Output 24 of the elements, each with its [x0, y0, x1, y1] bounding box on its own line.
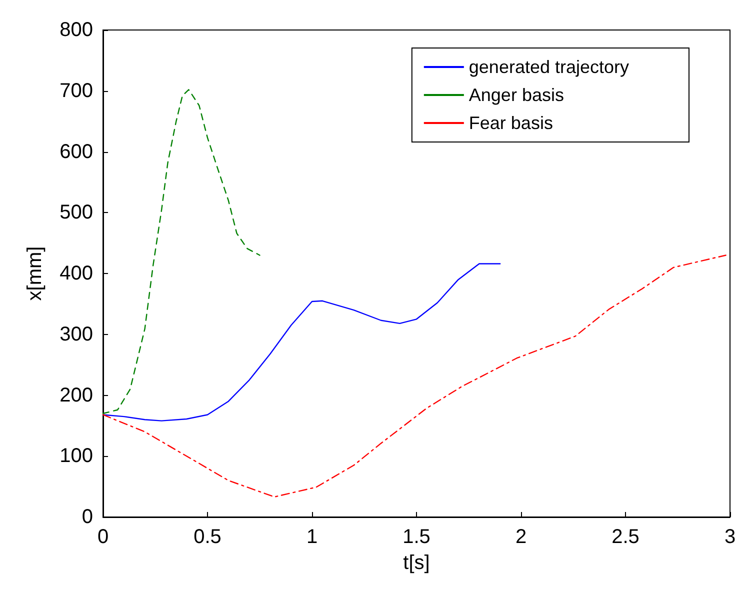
y-tick-label: 500 — [60, 202, 93, 224]
line-series — [102, 89, 260, 414]
y-tick-label: 400 — [60, 262, 93, 284]
x-tick-label: 3 — [724, 526, 736, 548]
legend-label: generated trajectory — [468, 57, 629, 77]
y-tick-label: 0 — [82, 506, 93, 528]
y-tick-label: 300 — [60, 323, 93, 346]
legend-label: Anger basis — [468, 85, 564, 105]
x-tick-label: 0 — [97, 526, 109, 548]
y-tick-label: 800 — [60, 19, 93, 41]
x-tick-label: 2 — [515, 526, 527, 548]
y-tick-label: 100 — [60, 445, 93, 468]
line-series — [102, 254, 726, 498]
x-tick-label: 2.5 — [612, 526, 640, 548]
x-tick-label: 1.5 — [402, 526, 430, 548]
x-axis-title: t[s] — [403, 552, 430, 574]
x-tick-label: 1 — [306, 526, 318, 548]
y-tick-label: 600 — [60, 140, 93, 163]
y-axis-title: x[mm] — [24, 246, 46, 301]
y-tick-label: 200 — [60, 384, 93, 406]
legend-label: Fear basis — [468, 113, 553, 133]
x-tick-label: 0.5 — [194, 526, 222, 548]
line-series — [102, 263, 501, 422]
y-tick-label: 700 — [60, 80, 93, 102]
